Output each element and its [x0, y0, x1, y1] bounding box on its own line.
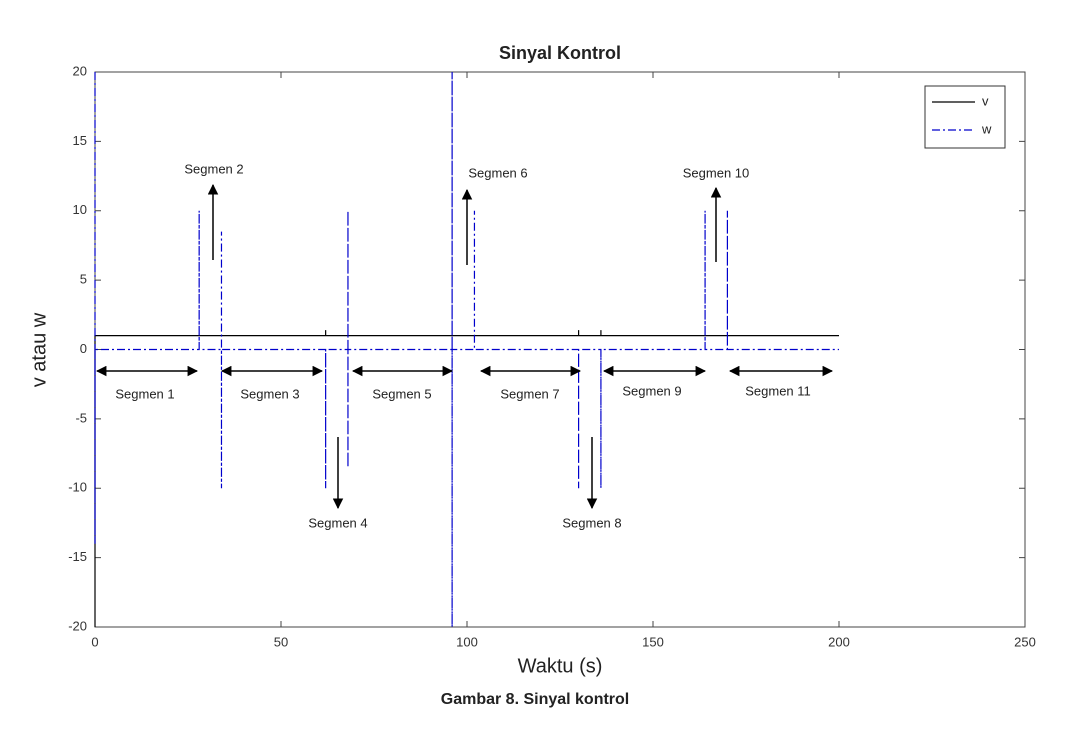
x-tick-label: 200: [828, 634, 850, 649]
series-line: [94, 72, 839, 627]
annotation: Segmen 7: [500, 386, 559, 401]
annotation: Segmen 8: [562, 515, 621, 530]
y-tick-label: 10: [73, 202, 87, 217]
x-tick-label: 150: [642, 634, 664, 649]
y-tick-label: 0: [80, 341, 87, 356]
x-tick-label: 50: [274, 634, 288, 649]
series-line: [94, 330, 839, 627]
y-tick-label: -15: [68, 549, 87, 564]
annotation: Segmen 3: [240, 386, 299, 401]
annotation: Segmen 11: [745, 383, 811, 398]
chart-title: Sinyal Kontrol: [499, 43, 621, 63]
x-tick-label: 250: [1014, 634, 1036, 649]
y-tick-label: -5: [75, 410, 87, 425]
legend: [924, 85, 1006, 149]
annotation: Segmen 9: [622, 383, 681, 398]
y-tick-label: -10: [68, 480, 87, 495]
legend-label: v: [982, 93, 989, 108]
y-tick-label: -20: [68, 618, 87, 633]
y-tick-label: 5: [80, 272, 87, 287]
x-tick-label: 0: [91, 634, 98, 649]
x-tick-label: 100: [456, 634, 478, 649]
y-tick-label: 15: [73, 133, 87, 148]
caption: Gambar 8. Sinyal kontrol: [441, 691, 630, 708]
annotation: Segmen 1: [115, 386, 174, 401]
legend-box: [924, 85, 1006, 149]
annotation: Segmen 5: [372, 386, 431, 401]
y-axis-label: v atau w: [28, 312, 50, 387]
annotation: Segmen 4: [308, 515, 367, 530]
x-axis-label: Waktu (s): [518, 655, 603, 677]
y-tick-label: 20: [73, 63, 87, 78]
legend-label: w: [981, 121, 992, 136]
annotation: Segmen 10: [683, 165, 750, 180]
annotation: Segmen 6: [468, 165, 527, 180]
annotation: Segmen 2: [184, 161, 243, 176]
